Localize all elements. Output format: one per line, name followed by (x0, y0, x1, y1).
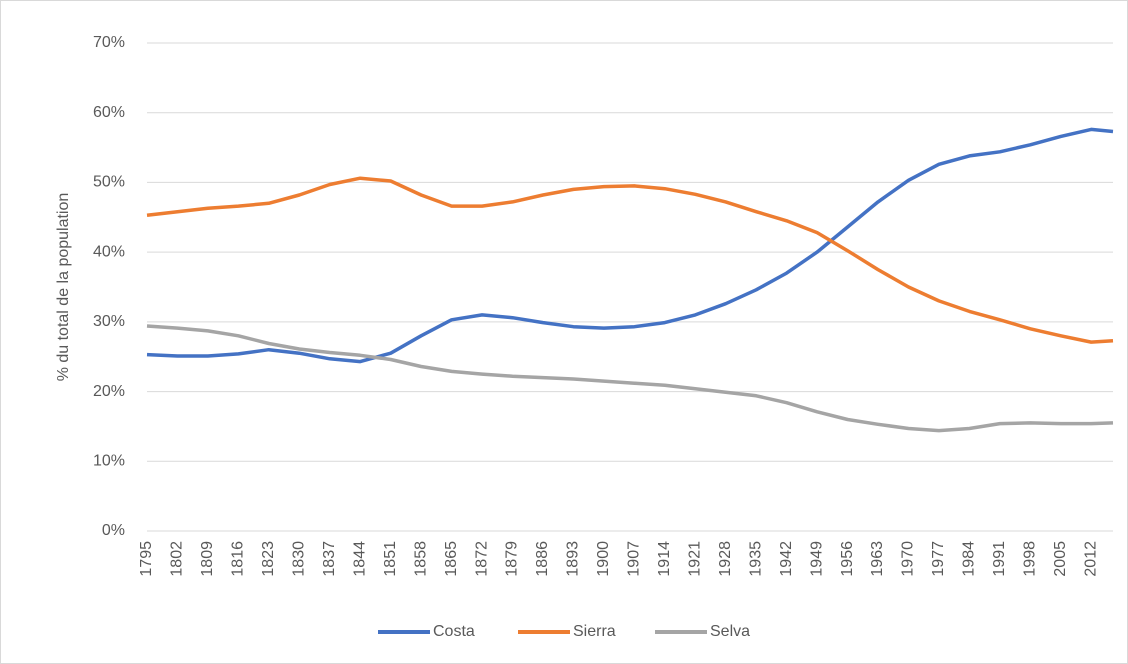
x-tick-label: 1802 (169, 541, 186, 577)
x-tick-label: 1900 (595, 541, 612, 577)
y-tick-label: 40% (93, 243, 125, 260)
y-tick-label: 0% (102, 522, 125, 539)
x-tick-label: 1830 (291, 541, 308, 577)
y-tick-label: 70% (93, 34, 125, 51)
x-tick-label: 1858 (412, 541, 429, 577)
y-tick-label: 20% (93, 383, 125, 400)
x-tick-label: 2005 (1052, 541, 1069, 577)
x-tick-label: 1921 (686, 541, 703, 577)
x-tick-label: 1970 (900, 541, 917, 577)
x-tick-label: 1935 (747, 541, 764, 577)
x-tick-label: 1844 (351, 541, 368, 577)
x-tick-label: 1865 (443, 541, 460, 577)
x-tick-label: 1872 (473, 541, 490, 577)
x-tick-label: 1942 (778, 541, 795, 577)
x-tick-label: 1907 (626, 541, 643, 577)
x-tick-label: 1984 (961, 541, 978, 577)
x-tick-label: 1991 (991, 541, 1008, 577)
y-tick-label: 10% (93, 453, 125, 470)
data-line (146, 127, 1114, 364)
legend-label: Sierra (573, 623, 616, 640)
x-tick-label: 1816 (230, 541, 247, 577)
x-tick-label: 1998 (1022, 541, 1039, 577)
x-tick-label: 1795 (138, 541, 155, 577)
x-tick-label: 1977 (930, 541, 947, 577)
legend-label: Costa (433, 623, 475, 640)
x-tick-label: 1914 (656, 541, 673, 577)
x-tick-label: 1893 (565, 541, 582, 577)
data-line (146, 176, 1114, 344)
y-tick-label: 30% (93, 313, 125, 330)
x-tick-label: 1886 (534, 541, 551, 577)
data-line (146, 324, 1114, 433)
x-tick-label: 1837 (321, 541, 338, 577)
y-axis-label: % du total de la population (55, 193, 72, 382)
x-tick-label: 2012 (1082, 541, 1099, 577)
x-tick-label: 1879 (504, 541, 521, 577)
x-tick-label: 1928 (717, 541, 734, 577)
x-tick-label: 1949 (808, 541, 825, 577)
x-tick-label: 1963 (869, 541, 886, 577)
x-tick-label: 1851 (382, 541, 399, 577)
x-tick-label: 1809 (199, 541, 216, 577)
y-tick-label: 60% (93, 104, 125, 121)
x-tick-label: 1823 (260, 541, 277, 577)
y-tick-label: 50% (93, 174, 125, 191)
legend-label: Selva (710, 623, 750, 640)
x-tick-label: 1956 (839, 541, 856, 577)
